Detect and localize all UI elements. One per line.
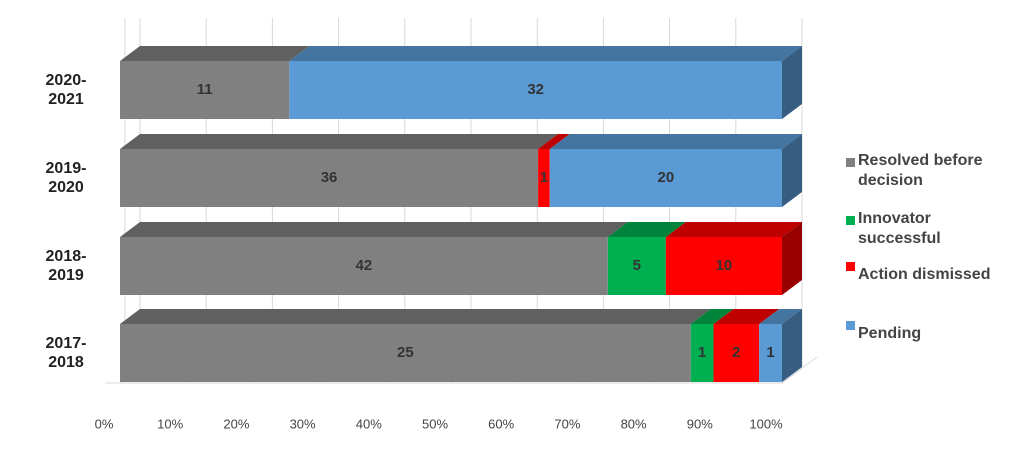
- data-label: 25: [397, 344, 414, 361]
- bar: [713, 324, 760, 382]
- x-tick-label: 40%: [356, 416, 382, 431]
- x-tick-label: 20%: [223, 416, 249, 431]
- x-tick-label: 30%: [290, 416, 316, 431]
- legend-entry: Pending: [858, 325, 922, 342]
- legend-swatch: [846, 216, 855, 225]
- data-label: 1: [698, 344, 706, 361]
- bar-side: [782, 222, 802, 295]
- bar: [120, 237, 608, 295]
- data-label: 1: [766, 344, 774, 361]
- legend-entry: Resolved before decision: [858, 152, 983, 189]
- bar: [549, 149, 782, 207]
- bar-top: [120, 309, 711, 324]
- axis-line: [781, 356, 818, 384]
- bar: [538, 149, 550, 207]
- data-label: 20: [658, 169, 675, 186]
- bar-top: [690, 309, 734, 324]
- legend-entry: Action dismissed: [858, 266, 991, 283]
- x-tick-label: 0%: [95, 416, 114, 431]
- bar: [607, 237, 666, 295]
- bar-top: [120, 222, 628, 237]
- x-tick-label: 100%: [749, 416, 783, 431]
- bar-top: [120, 134, 559, 149]
- legend-swatch: [846, 321, 855, 330]
- x-tick-label: 90%: [687, 416, 713, 431]
- bar: [690, 324, 714, 382]
- bar-top: [549, 134, 802, 149]
- data-label: 11: [197, 81, 213, 98]
- bar: [759, 324, 782, 382]
- x-tick-label: 60%: [488, 416, 514, 431]
- bar-side: [782, 309, 802, 382]
- x-tick-label: 10%: [157, 416, 183, 431]
- bar: [120, 61, 290, 119]
- data-label: 32: [527, 81, 544, 98]
- category-label: 2017-2018: [45, 335, 87, 371]
- bar: [120, 149, 539, 207]
- x-tick-label: 70%: [554, 416, 580, 431]
- category-label: 2018-2019: [45, 248, 87, 284]
- bar: [665, 237, 782, 295]
- bar-side: [782, 46, 802, 119]
- data-label: 42: [356, 257, 373, 274]
- legend-entry: Innovator successful: [858, 210, 941, 247]
- category-label: 2020-2021: [45, 72, 87, 108]
- bar-top: [289, 46, 802, 61]
- data-label: 36: [321, 169, 338, 186]
- bar-top: [538, 134, 570, 149]
- bar-top: [713, 309, 780, 324]
- bar-top: [607, 222, 686, 237]
- legend-swatch: [846, 262, 855, 271]
- bar-top: [120, 46, 310, 61]
- bar-top: [665, 222, 802, 237]
- category-label: 2019-2020: [45, 160, 87, 196]
- data-label: 1: [540, 169, 548, 186]
- bar-side: [782, 134, 802, 207]
- data-label: 2: [732, 344, 740, 361]
- data-label: 5: [633, 257, 641, 274]
- bar-top: [759, 309, 802, 324]
- bar: [289, 61, 782, 119]
- x-tick-label: 80%: [621, 416, 647, 431]
- bar: [120, 324, 691, 382]
- data-label: 10: [716, 257, 733, 274]
- legend-swatch: [846, 158, 855, 167]
- x-tick-label: 50%: [422, 416, 448, 431]
